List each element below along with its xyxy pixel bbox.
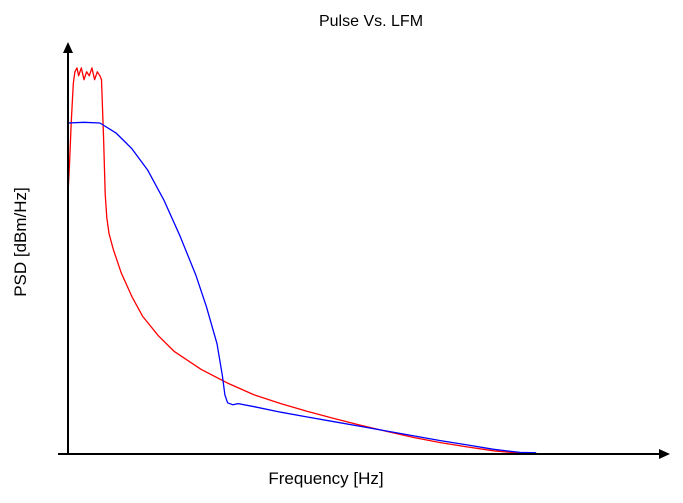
series-line-2 [67,121,537,454]
series-line-1 [67,67,545,455]
plot-area [67,67,545,455]
x-axis-label: Frequency [Hz] [268,469,383,488]
y-axis-label: PSD [dBm/Hz] [11,187,30,297]
y-axis-arrow [63,42,73,53]
x-axis-arrow [659,449,670,459]
chart-title: Pulse Vs. LFM [319,13,423,30]
